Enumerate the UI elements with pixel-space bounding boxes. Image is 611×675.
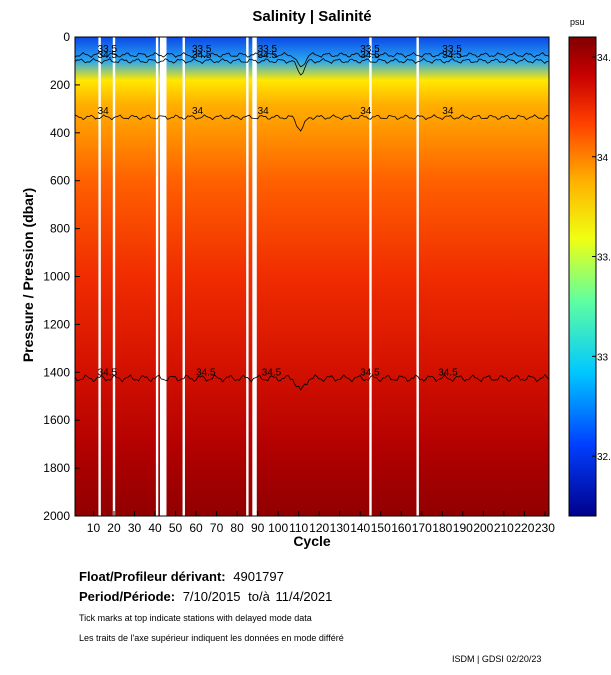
- contour-label: 33.5: [258, 44, 278, 55]
- y-tick-label: 800: [50, 222, 70, 236]
- contour-label: 34.5: [262, 367, 282, 378]
- period-end: 11/4/2021: [275, 589, 333, 604]
- y-tick-label: 1400: [43, 365, 70, 379]
- x-tick-label: 210: [494, 521, 514, 535]
- contour-line: [74, 114, 550, 132]
- period-label: Period/Période:: [79, 589, 176, 604]
- contour-lines: [74, 51, 550, 391]
- contour-label: 33.5: [192, 44, 212, 55]
- gap-stripe: [112, 37, 116, 516]
- y-tick-label: 1000: [43, 270, 70, 284]
- x-tick-label: 200: [473, 521, 493, 535]
- contour-label: 34.5: [192, 50, 212, 61]
- x-tick-label: 50: [169, 521, 183, 535]
- x-tick-label: 140: [350, 521, 370, 535]
- contour-label: 34.5: [360, 50, 380, 61]
- x-tick-label: 70: [210, 521, 224, 535]
- contour-line: [74, 57, 549, 76]
- contour-line: [74, 374, 550, 391]
- x-tick-label: 100: [268, 521, 288, 535]
- x-tick-label: 90: [251, 521, 265, 535]
- y-tick-label: 2000: [43, 509, 70, 523]
- float-id: 4901797: [233, 569, 284, 584]
- data-gaps: [98, 37, 419, 516]
- chart-title: Salinity | Salinité: [252, 8, 372, 25]
- note-english: Tick marks at top indicate stations with…: [79, 613, 312, 623]
- gap-stripe: [369, 37, 372, 516]
- gap-stripe: [246, 37, 249, 516]
- contour-label: 34: [442, 106, 454, 117]
- contour-label: 34.5: [98, 367, 118, 378]
- colorbar-unit: psu: [570, 17, 585, 27]
- x-tick-label: 80: [230, 521, 244, 535]
- colorbar-tick-label: 32.5: [597, 452, 611, 463]
- x-tick-label: 150: [371, 521, 391, 535]
- y-tick-label: 1800: [43, 461, 70, 475]
- contour-label: 34.5: [258, 50, 278, 61]
- contour-label: 33.5: [442, 44, 462, 55]
- period-start: 7/10/2015: [182, 589, 241, 604]
- contour-label: 34: [192, 106, 204, 117]
- float-line: Float/Profileur dérivant: 4901797: [79, 569, 284, 584]
- gap-stripe: [159, 37, 163, 516]
- note-french: Les traits de l'axe supérieur indiquent …: [79, 633, 344, 643]
- gap-stripe: [416, 37, 419, 516]
- gap-stripe: [254, 37, 257, 516]
- colorbar-tick-label: 34.5: [597, 53, 611, 64]
- period-line: Period/Période: 7/10/2015 to/à 11/4/2021: [79, 589, 332, 604]
- y-tick-label: 0: [63, 30, 70, 44]
- contour-label: 34: [258, 106, 270, 117]
- contour-label: 34.5: [98, 50, 118, 61]
- contour-label: 34: [98, 106, 110, 117]
- x-tick-label: 160: [391, 521, 411, 535]
- contour-label: 34.5: [442, 50, 462, 61]
- contour-line: [74, 51, 550, 68]
- gap-stripe: [162, 37, 165, 516]
- colorbar-tick-label: 33: [597, 352, 609, 363]
- x-tick-label: 30: [128, 521, 142, 535]
- x-tick-label: 110: [289, 521, 308, 535]
- credit-text: ISDM | GDSI 02/20/23: [452, 654, 542, 664]
- y-axis-ticks: 0 200 400 600 800 1000 1200 1400 1600 1800 2000: [43, 30, 80, 523]
- x-axis-ticks: 10 20 30 40 50 60 70 80 90 100 110 120 130 140 150 160 1…: [87, 511, 555, 535]
- x-tick-label: 120: [309, 521, 329, 535]
- y-tick-label: 1600: [43, 413, 70, 427]
- gap-stripe: [252, 37, 255, 516]
- contour-label: 33.5: [98, 44, 118, 55]
- x-tick-label: 220: [514, 521, 534, 535]
- gap-stripe: [182, 37, 185, 516]
- contour-labels: 33.5 33.5 33.5 33.5 33.534.5 34.5 34.5 34.5 34.5…: [98, 44, 463, 378]
- x-tick-label: 230: [535, 521, 555, 535]
- gap-stripe: [155, 37, 159, 516]
- period-sep: to/à: [248, 589, 270, 604]
- float-label: Float/Profileur dérivant:: [79, 569, 226, 584]
- contour-label: 34.5: [196, 367, 216, 378]
- x-tick-label: 170: [412, 521, 432, 535]
- contour-label: 34: [360, 106, 372, 117]
- x-tick-label: 130: [330, 521, 350, 535]
- contour-label: 34.5: [438, 367, 458, 378]
- colorbar-tick-label: 34: [597, 153, 609, 164]
- y-tick-label: 200: [50, 78, 70, 92]
- y-tick-label: 400: [50, 126, 70, 140]
- contour-label: 34.5: [360, 367, 380, 378]
- gap-stripe: [164, 37, 167, 516]
- heatmap-field: [75, 37, 549, 516]
- colorbar-tick-label: 33.5: [597, 253, 611, 264]
- y-tick-label: 600: [50, 174, 70, 188]
- contour-label: 33.5: [360, 44, 380, 55]
- y-tick-label: 1200: [43, 317, 70, 331]
- x-tick-label: 60: [189, 521, 203, 535]
- x-axis-label: Cycle: [293, 533, 331, 549]
- x-tick-label: 10: [87, 521, 101, 535]
- gap-stripe: [98, 37, 101, 516]
- x-tick-label: 190: [453, 521, 473, 535]
- x-tick-label: 40: [148, 521, 162, 535]
- colorbar-ticks: 34.5 34 33.5 33 32.5: [592, 53, 611, 463]
- colorbar: [568, 36, 597, 517]
- y-axis-label: Pressure / Pression (dbar): [20, 187, 36, 363]
- x-tick-label: 20: [107, 521, 121, 535]
- x-tick-label: 180: [432, 521, 452, 535]
